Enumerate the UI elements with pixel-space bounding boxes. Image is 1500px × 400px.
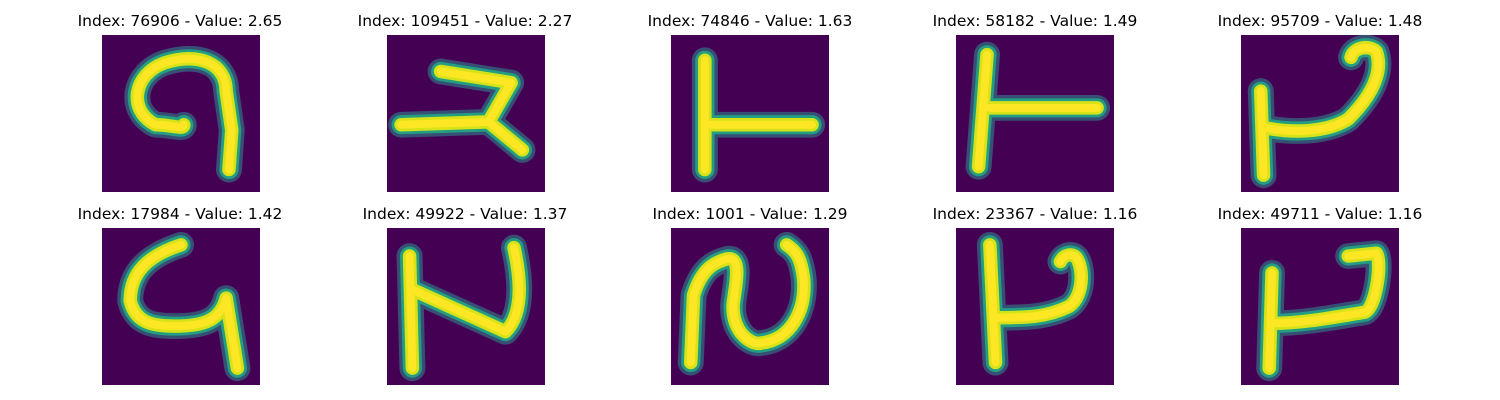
- digit-image-svg: [1241, 35, 1399, 192]
- glyph-stroke-layer-3: [126, 240, 242, 373]
- panel-title: Index: 17984 - Value: 1.42: [77, 205, 283, 223]
- panel-title: Index: 109451 - Value: 2.27: [357, 12, 573, 30]
- digit-image: [671, 228, 829, 385]
- digit-image: [956, 35, 1114, 192]
- panel-title: Index: 76906 - Value: 2.65: [77, 12, 283, 30]
- panel-title: Index: 49711 - Value: 1.16: [1217, 205, 1423, 223]
- digit-image: [956, 228, 1114, 385]
- panel-title: Index: 58182 - Value: 1.49: [932, 12, 1138, 30]
- digit-image-svg: [387, 35, 545, 192]
- digit-image: [102, 35, 260, 192]
- digit-image: [671, 35, 829, 192]
- glyph-stroke-layer-3: [985, 240, 1086, 367]
- digit-image-svg: [1241, 228, 1399, 385]
- glyph-stroke-layer-3: [686, 240, 808, 367]
- glyph-stroke-layer-3: [1256, 43, 1383, 180]
- digit-image-svg: [387, 228, 545, 385]
- digit-image: [1241, 228, 1399, 385]
- digit-image: [1241, 35, 1399, 192]
- digit-image-svg: [956, 228, 1114, 385]
- glyph-stroke-layer-3: [974, 50, 1102, 171]
- digit-image-svg: [102, 228, 260, 385]
- panel-title: Index: 1001 - Value: 1.29: [652, 205, 848, 223]
- panel-title: Index: 95709 - Value: 1.48: [1217, 12, 1423, 30]
- digit-image-svg: [671, 35, 829, 192]
- glyph-stroke-layer-3: [405, 243, 524, 373]
- panel-title: Index: 74846 - Value: 1.63: [647, 12, 853, 30]
- digit-image-svg: [102, 35, 260, 192]
- panel-title: Index: 23367 - Value: 1.16: [932, 205, 1138, 223]
- digit-image: [387, 35, 545, 192]
- digit-image-svg: [956, 35, 1114, 192]
- glyph-stroke-layer-3: [397, 67, 527, 154]
- digit-image: [387, 228, 545, 385]
- glyph-stroke-layer-3: [700, 56, 817, 174]
- glyph-stroke-layer-3: [1265, 249, 1383, 373]
- glyph-stroke-layer-3: [133, 54, 236, 174]
- digit-image: [102, 228, 260, 385]
- panel-title: Index: 49922 - Value: 1.37: [362, 205, 568, 223]
- digit-image-svg: [671, 228, 829, 385]
